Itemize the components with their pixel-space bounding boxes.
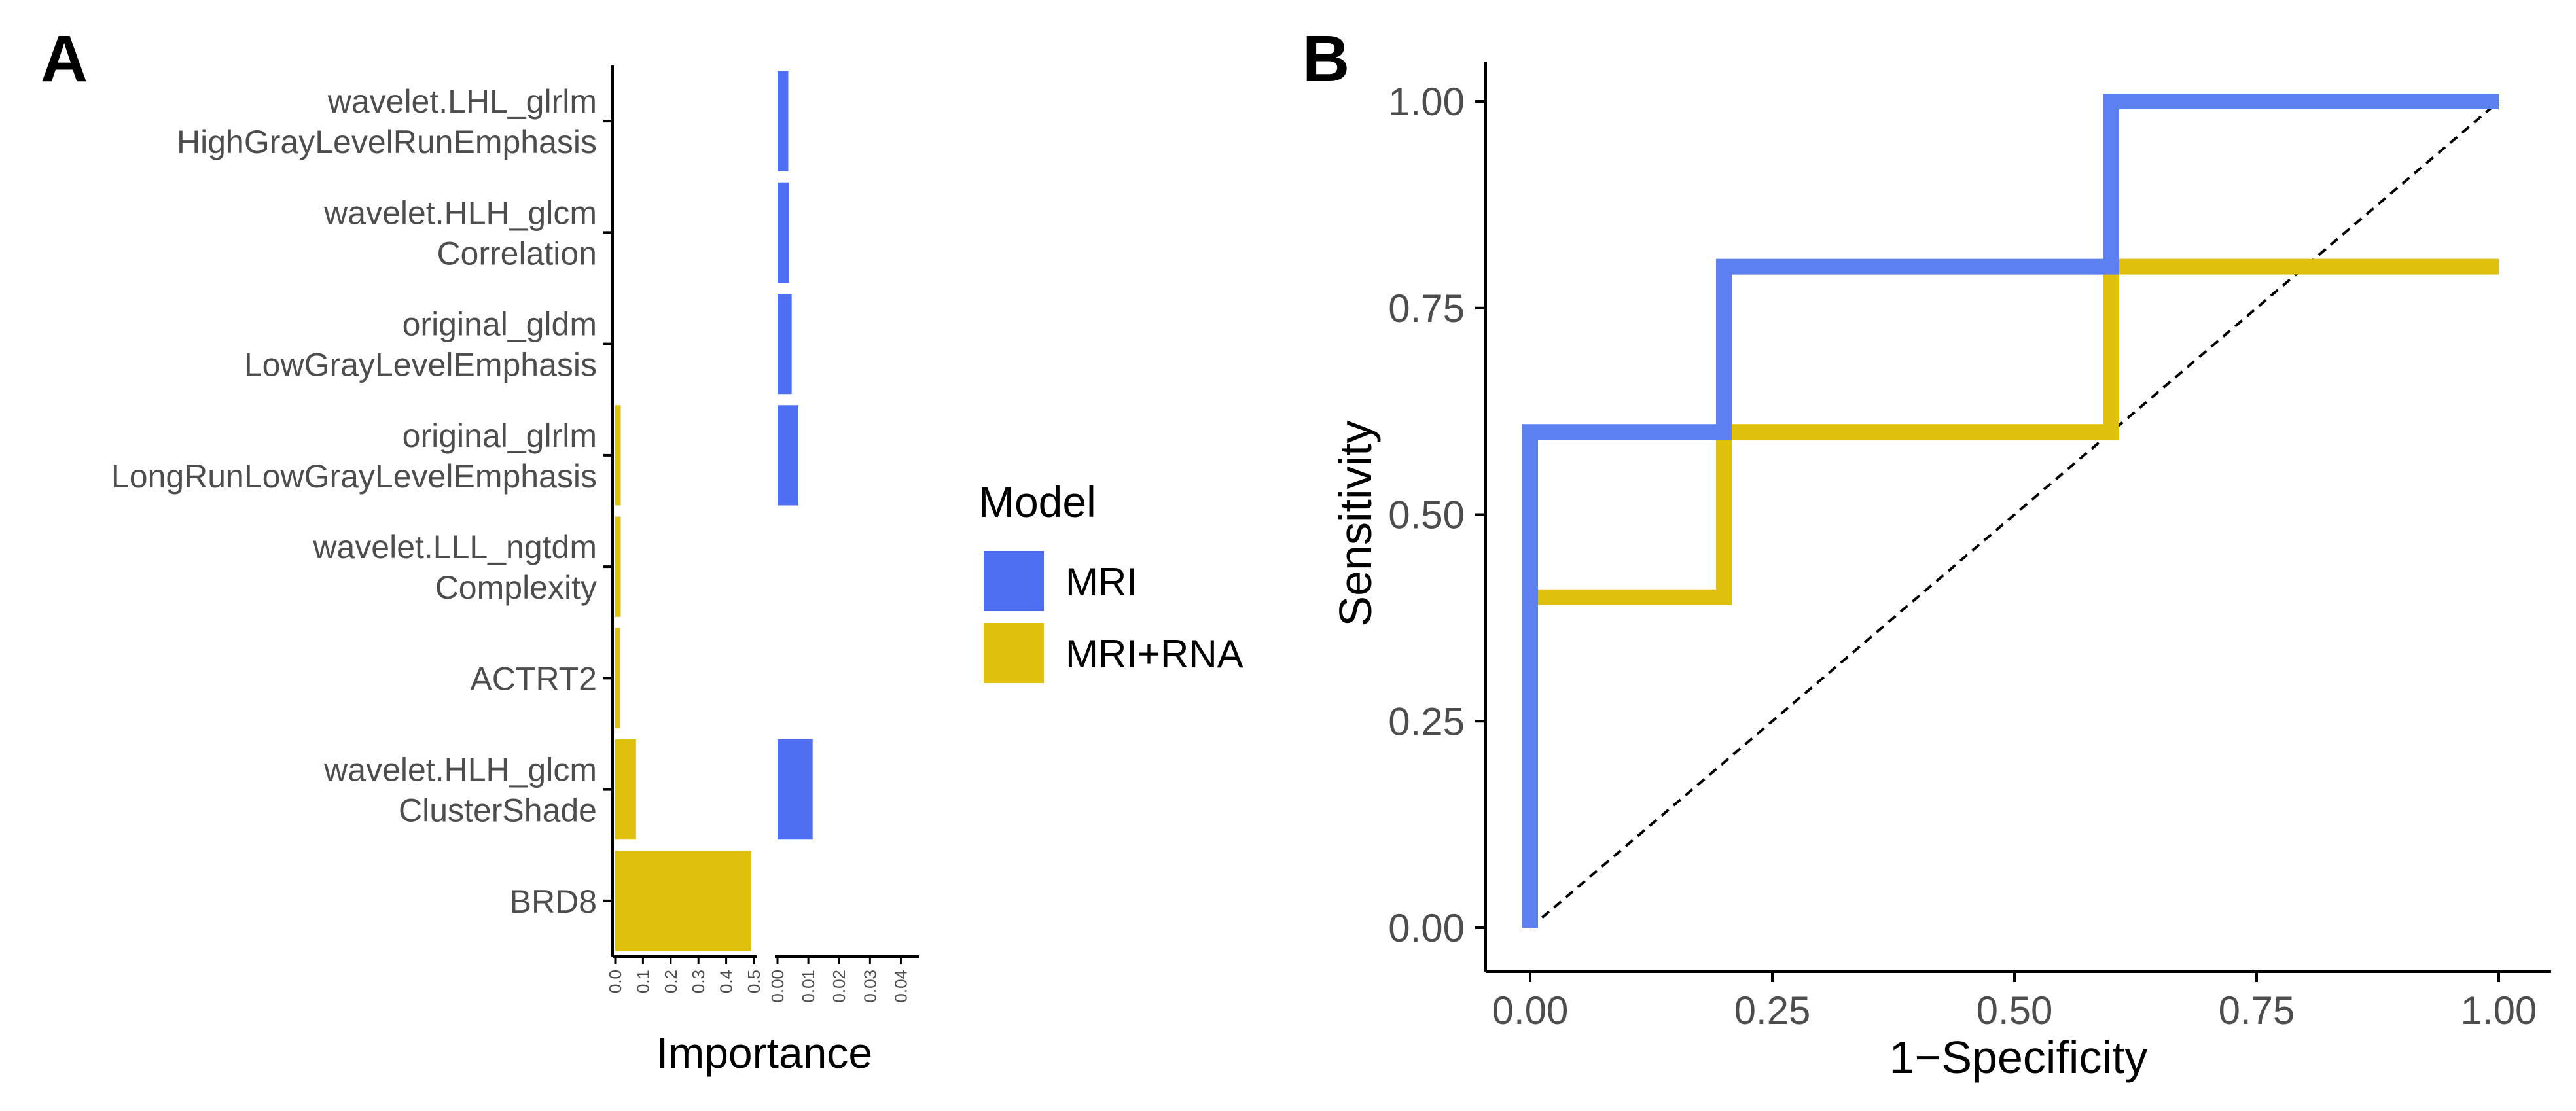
panel-label-a: A — [41, 22, 88, 96]
x-tick-label: 0.04 — [891, 970, 910, 1003]
legend-title: Model — [978, 478, 1096, 526]
roc-series-line — [1522, 94, 2499, 928]
importance-bar — [615, 405, 621, 506]
legend: Model MRI MRI+RNA — [978, 478, 1243, 683]
importance-chart: wavelet.LHL_glrlm HighGrayLevelRunEmphasi… — [111, 65, 919, 1077]
feature-label: wavelet.LLL_ngtdm Complexity — [312, 529, 597, 606]
x-tick-label: 0.01 — [798, 970, 818, 1003]
roc-y-tick-label: 0.00 — [1388, 906, 1465, 950]
x-tick-label: 0.0 — [605, 970, 625, 993]
roc-x-tick-label: 0.50 — [1977, 989, 2053, 1032]
legend-label-mri: MRI — [1065, 560, 1137, 604]
roc-series-line — [1522, 258, 2499, 928]
roc-x-tick-label: 0.25 — [1734, 989, 1811, 1032]
importance-bar — [615, 739, 636, 840]
feature-label-line: LowGrayLevelEmphasis — [244, 347, 597, 383]
feature-label-line: Complexity — [435, 569, 597, 606]
roc-y-tick-label: 0.75 — [1388, 287, 1465, 330]
feature-label-line: wavelet.HLH_glcm — [323, 194, 597, 231]
importance-bar — [615, 516, 621, 617]
feature-label: original_gldm LowGrayLevelEmphasis — [244, 306, 597, 383]
legend-swatch-mri — [984, 551, 1044, 611]
roc-x-axis-title: 1−Specificity — [1889, 1032, 2148, 1083]
feature-label: wavelet.HLH_glcm Correlation — [323, 194, 597, 272]
feature-label-line: wavelet.HLH_glcm — [323, 752, 597, 788]
feature-label-line: BRD8 — [510, 883, 597, 920]
feature-label-line: LongRunLowGrayLevelEmphasis — [111, 458, 597, 495]
roc-y-axis-title: Sensitivity — [1330, 420, 1381, 626]
feature-label: wavelet.LHL_glrlm HighGrayLevelRunEmphasi… — [177, 83, 597, 160]
importance-bar — [778, 71, 789, 171]
legend-swatch-mri-rna — [984, 623, 1044, 683]
feature-label-line: HighGrayLevelRunEmphasis — [177, 124, 597, 160]
feature-label-line: original_glrlm — [402, 417, 597, 454]
importance-bar — [778, 182, 789, 283]
feature-label-line: ClusterShade — [399, 792, 597, 829]
importance-axis-title: Importance — [656, 1029, 872, 1077]
feature-label: BRD8 — [510, 883, 597, 920]
x-tick-label: 0.00 — [768, 970, 787, 1003]
importance-bar — [778, 294, 792, 395]
legend-label-mri-rna: MRI+RNA — [1065, 632, 1243, 676]
roc-x-tick-label: 0.00 — [1492, 989, 1569, 1032]
roc-y-tick-label: 0.50 — [1388, 493, 1465, 537]
roc-y-tick-label: 0.25 — [1388, 699, 1465, 743]
feature-label-line: ACTRT2 — [470, 660, 597, 697]
roc-chart: 0.00 0.25 0.50 0.75 1.00 0.00 0.25 0.50 0.75 1.00… — [1330, 62, 2551, 1083]
feature-label-line: original_gldm — [402, 306, 597, 343]
feature-label: ACTRT2 — [470, 660, 597, 697]
feature-label: wavelet.HLH_glcm ClusterShade — [323, 752, 597, 829]
x-tick-label: 0.03 — [860, 970, 880, 1003]
panel-label-b: B — [1302, 22, 1350, 96]
roc-x-tick-label: 0.75 — [2219, 989, 2295, 1032]
feature-label-line: wavelet.LLL_ngtdm — [312, 529, 597, 565]
feature-label: original_glrlm LongRunLowGrayLevelEmphasi… — [111, 417, 597, 495]
feature-label-line: wavelet.LHL_glrlm — [327, 83, 597, 120]
roc-y-tick-label: 1.00 — [1388, 80, 1465, 124]
roc-reference-line — [1529, 100, 2500, 929]
roc-x-tick-label: 1.00 — [2461, 989, 2537, 1032]
x-tick-label: 0.02 — [829, 970, 849, 1003]
importance-bar — [615, 627, 620, 728]
importance-bar — [778, 739, 813, 840]
x-tick-label: 0.3 — [689, 970, 708, 993]
x-tick-label: 0.2 — [661, 970, 681, 993]
x-tick-label: 0.5 — [744, 970, 764, 993]
x-tick-label: 0.4 — [717, 970, 736, 993]
importance-bar — [615, 851, 751, 951]
x-tick-label: 0.1 — [633, 970, 653, 993]
importance-bar — [778, 405, 799, 506]
feature-label-line: Correlation — [437, 235, 597, 272]
